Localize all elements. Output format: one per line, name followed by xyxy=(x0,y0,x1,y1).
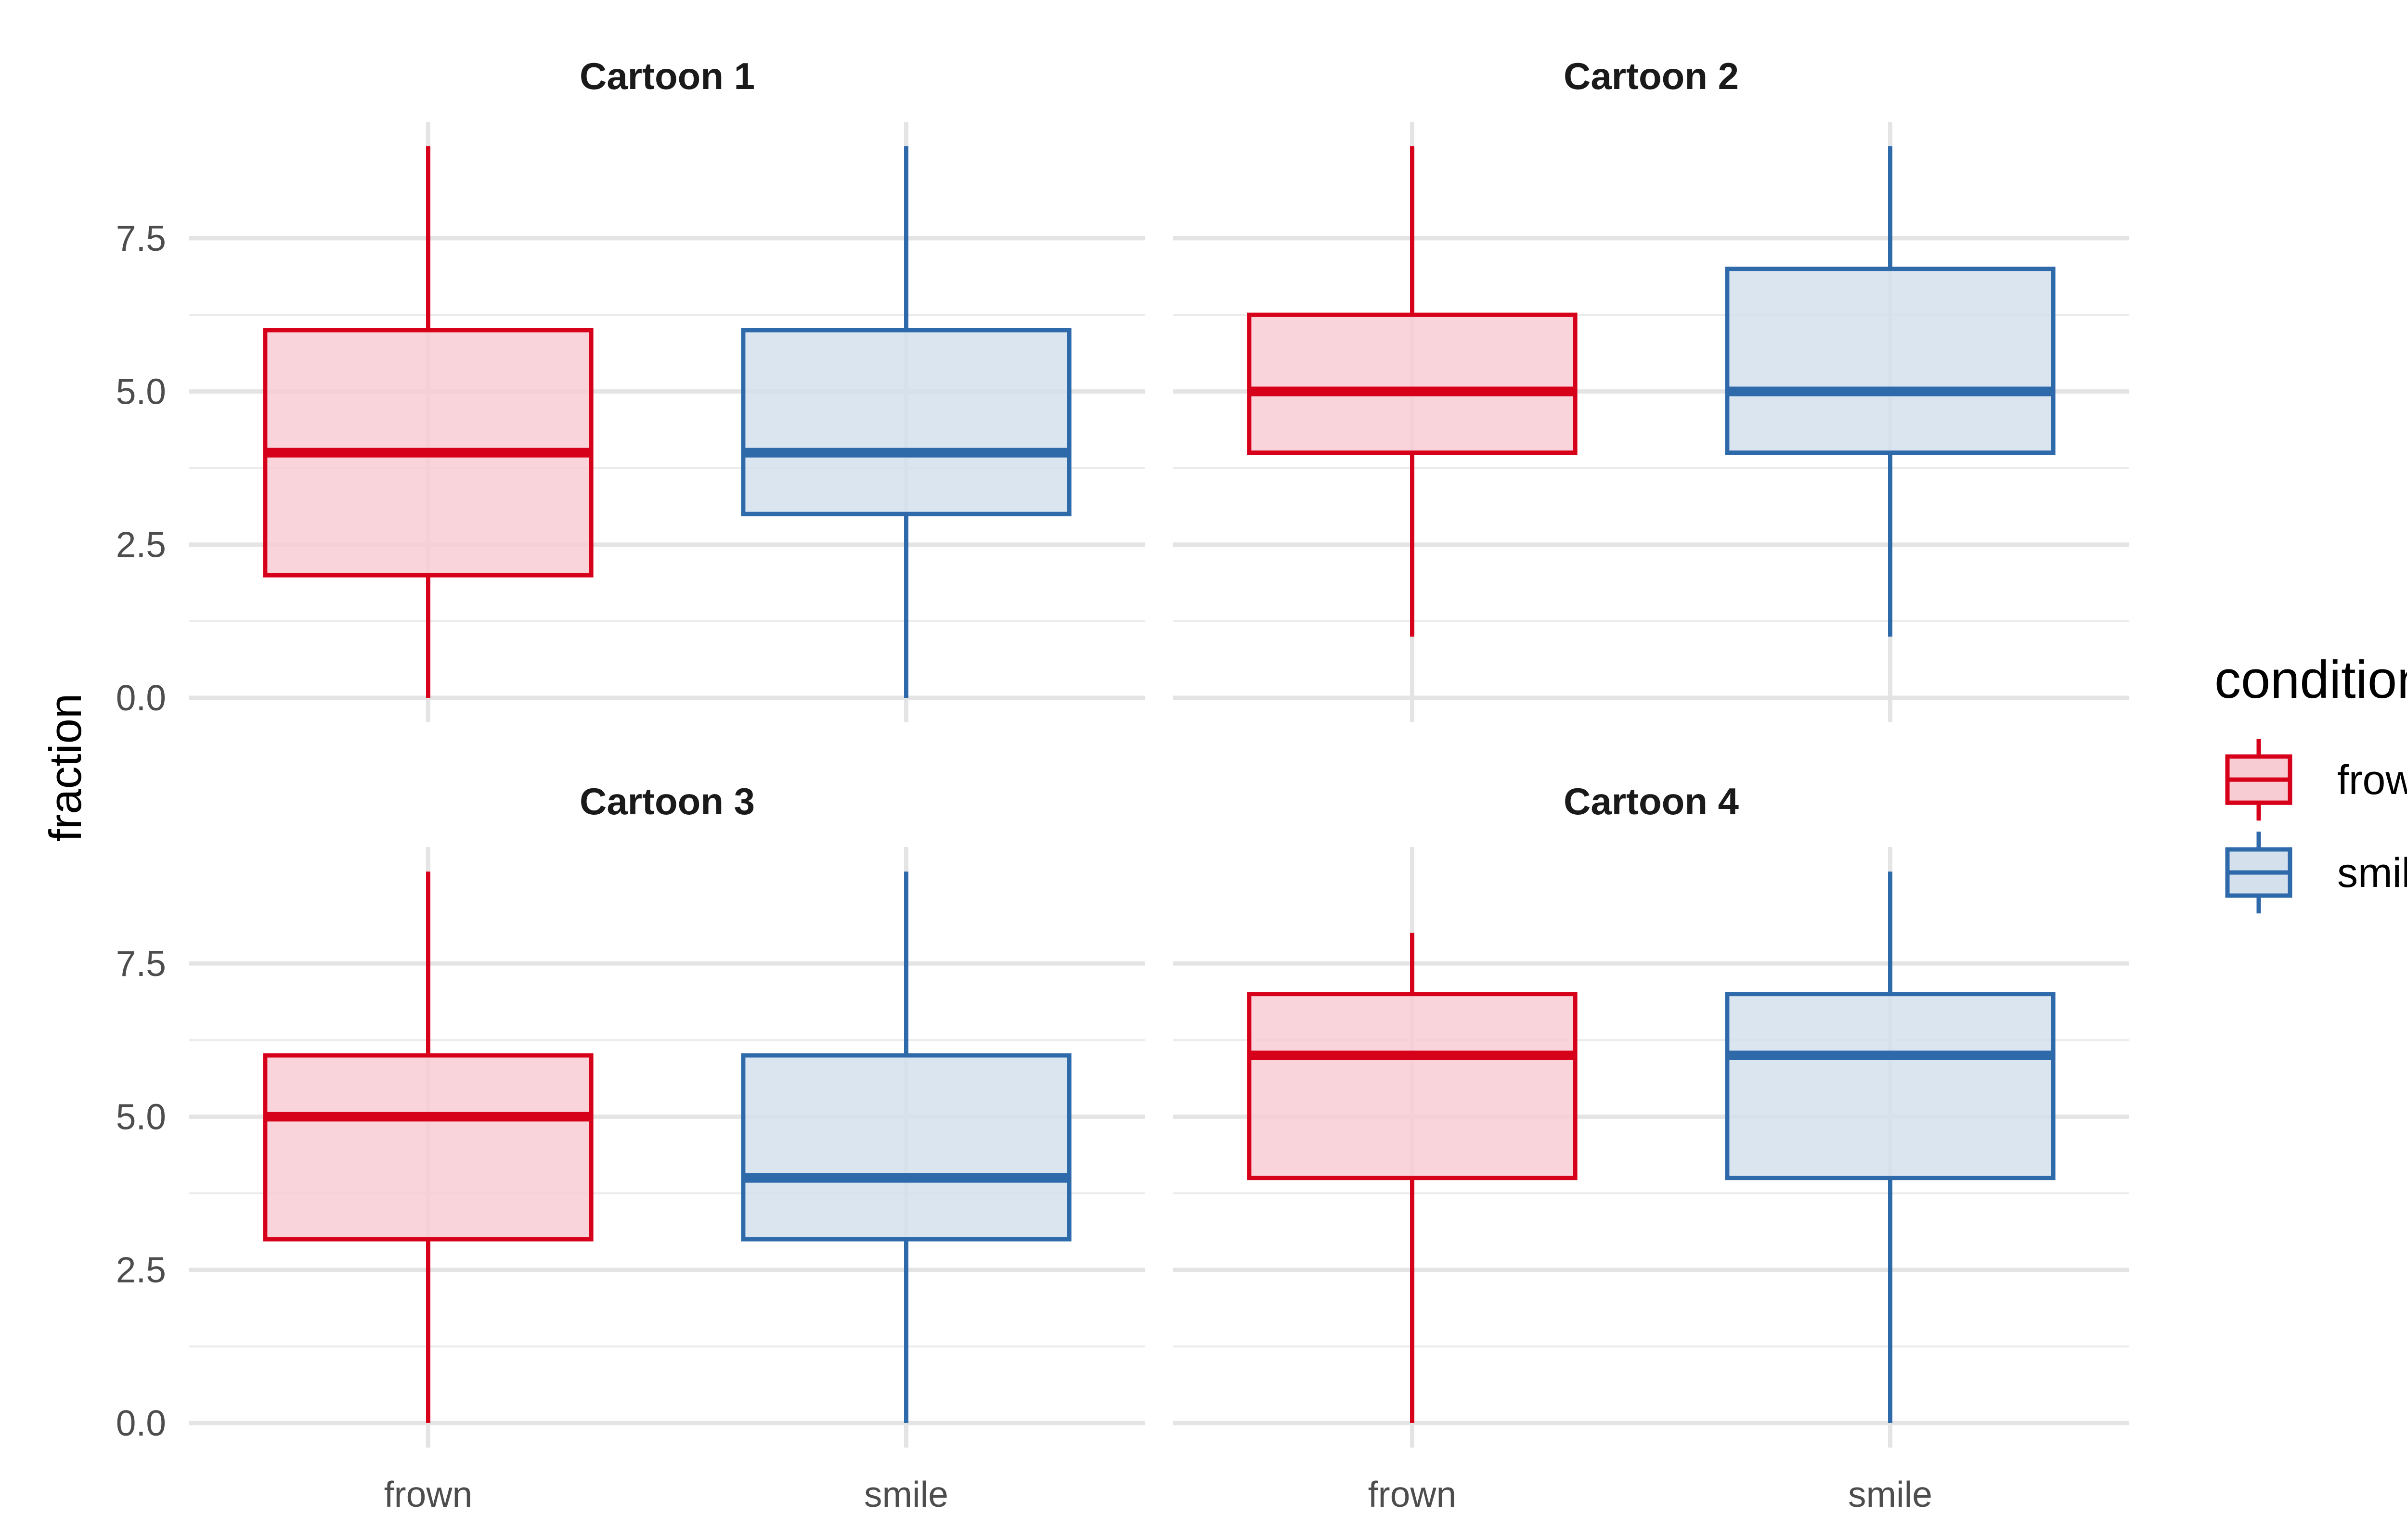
legend-key-smile xyxy=(2225,832,2292,913)
iqr-box xyxy=(741,1053,1072,1242)
legend-key-frown xyxy=(2225,739,2292,821)
iqr-box xyxy=(263,1053,594,1242)
x-tick-label: frown xyxy=(1368,1474,1456,1514)
boxplot-frown xyxy=(263,871,594,1424)
facet-panels: Cartoon 1 0.0 2.5 5.0 7.5 Cartoon 2 Cartoon 3 0… xyxy=(116,55,2129,1514)
y-tick-label: 5.0 xyxy=(116,371,166,411)
boxplot-frown xyxy=(1247,933,1578,1424)
iqr-box xyxy=(1247,992,1578,1181)
facet-panel: Cartoon 2 xyxy=(1173,55,2129,722)
facet-panel: Cartoon 4 frown smile xyxy=(1173,780,2129,1514)
boxplot-smile xyxy=(1725,146,2056,637)
boxplot-smile xyxy=(1725,871,2056,1424)
legend-label: frown xyxy=(2337,757,2407,803)
boxplot-smile xyxy=(741,871,1072,1424)
x-tick-label: frown xyxy=(384,1474,472,1514)
y-tick-label: 0.0 xyxy=(116,1403,166,1443)
iqr-box xyxy=(1725,267,2056,455)
facet-title: Cartoon 2 xyxy=(1564,55,1739,97)
x-tick-label: smile xyxy=(864,1474,948,1514)
y-tick-label: 2.5 xyxy=(116,1250,166,1290)
boxplot-frown xyxy=(1247,146,1578,637)
facet-panel: Cartoon 1 0.0 2.5 5.0 7.5 xyxy=(116,55,1145,722)
legend-title: condition xyxy=(2214,650,2407,709)
facet-title: Cartoon 4 xyxy=(1564,780,1739,822)
y-tick-label: 7.5 xyxy=(116,943,166,984)
y-axis-title: fraction xyxy=(40,693,91,842)
boxplot-smile xyxy=(741,146,1072,698)
y-tick-label: 2.5 xyxy=(116,525,166,565)
y-tick-label: 7.5 xyxy=(116,218,166,258)
facet-title: Cartoon 1 xyxy=(580,55,755,97)
y-tick-label: 5.0 xyxy=(116,1096,166,1137)
facet-panel: Cartoon 3 0.0 2.5 5.0 7.5 frown smile xyxy=(116,780,1145,1514)
x-tick-label: smile xyxy=(1848,1474,1932,1514)
legend-label: smile xyxy=(2337,850,2407,896)
iqr-box xyxy=(1725,992,2056,1181)
y-tick-label: 0.0 xyxy=(116,678,166,718)
boxplot-frown xyxy=(263,146,594,698)
facet-title: Cartoon 3 xyxy=(580,780,755,822)
iqr-box xyxy=(741,328,1072,516)
legend: condition frown smile xyxy=(2214,650,2407,913)
iqr-box xyxy=(1247,312,1578,455)
